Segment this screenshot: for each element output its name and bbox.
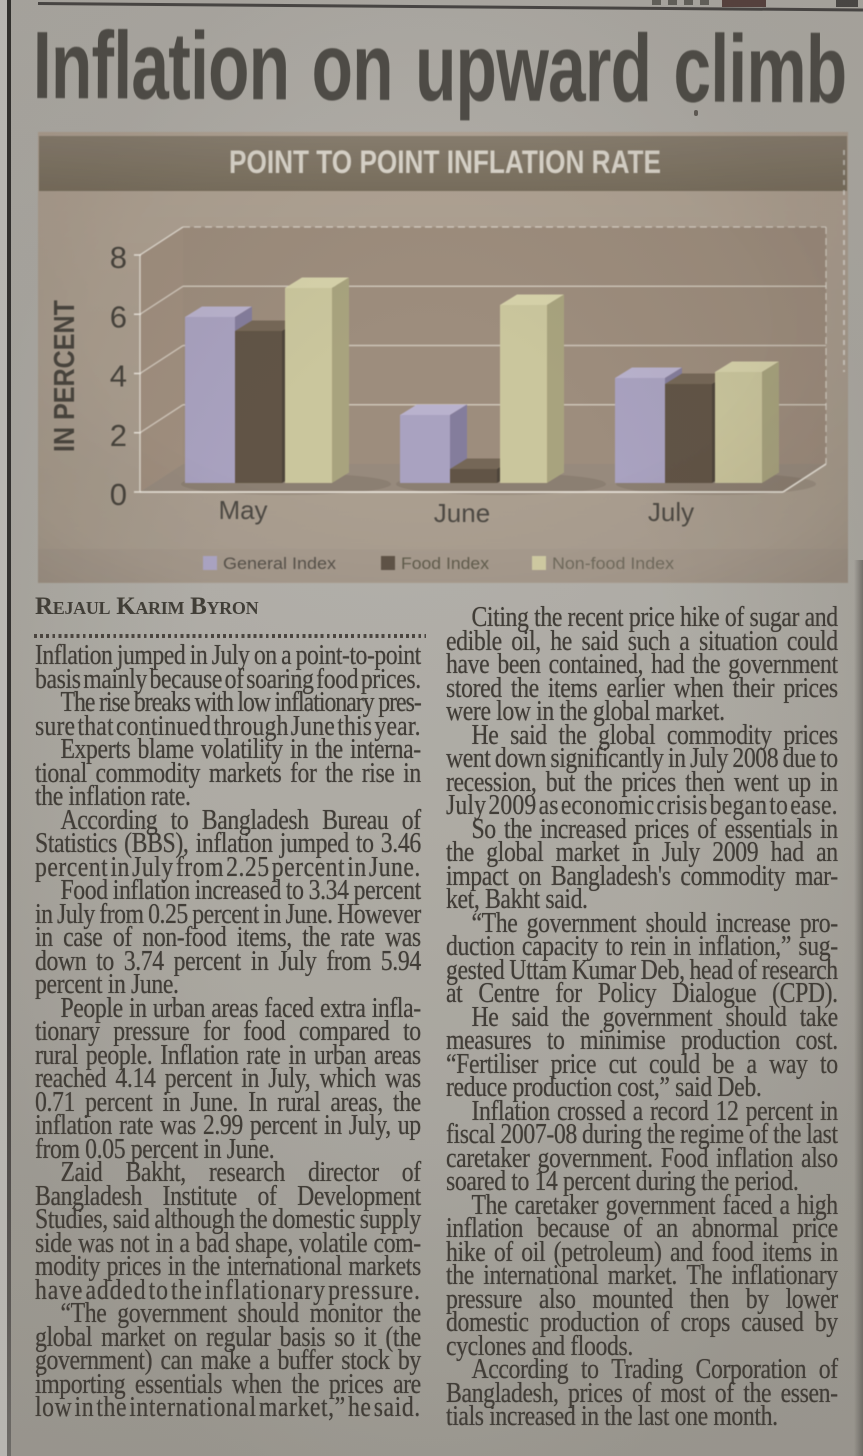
svg-text:Food Index: Food Index bbox=[401, 554, 490, 573]
svg-text:Non-food Index: Non-food Index bbox=[552, 554, 675, 573]
svg-text:General Index: General Index bbox=[223, 554, 337, 573]
